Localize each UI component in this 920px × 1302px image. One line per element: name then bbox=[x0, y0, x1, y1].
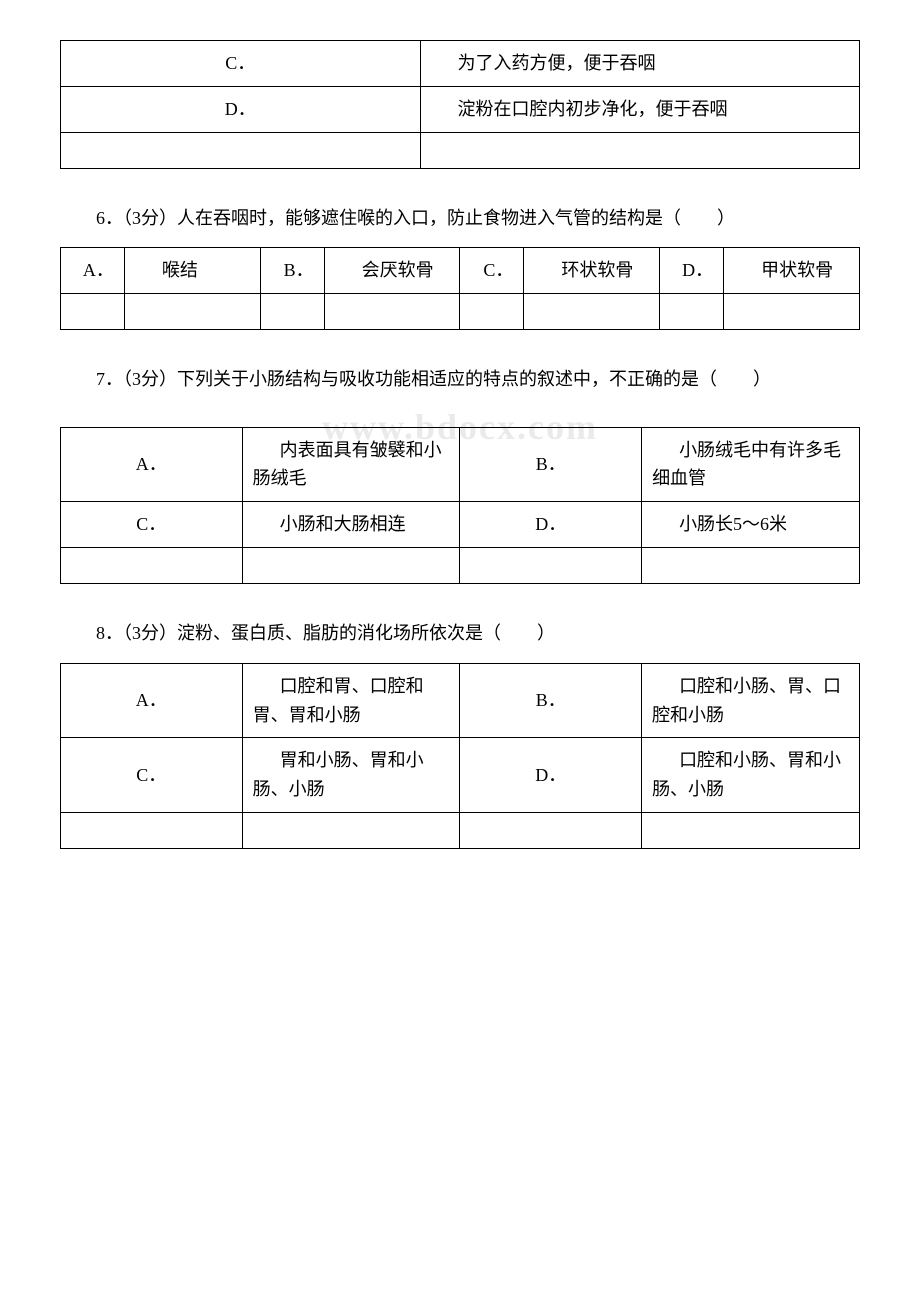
table-row: C． 小肠和大肠相连 D． 小肠长5～6米 bbox=[61, 502, 860, 548]
option-text: 小肠长5～6米 bbox=[642, 502, 860, 548]
option-label: B． bbox=[460, 663, 642, 738]
empty-cell bbox=[460, 812, 642, 848]
question-8-prompt: 8．（3分）淀粉、蛋白质、脂肪的消化场所依次是（ ） bbox=[60, 619, 860, 648]
option-text: 淀粉在口腔内初步净化，便于吞咽 bbox=[420, 86, 859, 132]
empty-cell bbox=[242, 812, 460, 848]
option-text: 环状软骨 bbox=[524, 248, 660, 294]
empty-cell bbox=[124, 294, 260, 330]
empty-cell bbox=[242, 547, 460, 583]
question-7-prompt: 7．（3分）下列关于小肠结构与吸收功能相适应的特点的叙述中，不正确的是（ ） bbox=[60, 365, 860, 394]
empty-cell bbox=[260, 294, 324, 330]
q6-options-table: A． 喉结 B． 会厌软骨 C． 环状软骨 D． 甲状软骨 bbox=[60, 247, 860, 330]
table-row bbox=[61, 547, 860, 583]
table-row: A． 口腔和胃、口腔和胃、胃和小肠 B． 口腔和小肠、胃、口腔和小肠 bbox=[61, 663, 860, 738]
empty-cell bbox=[61, 294, 125, 330]
empty-cell bbox=[324, 294, 460, 330]
table-row bbox=[61, 132, 860, 168]
option-text: 口腔和小肠、胃和小肠、小肠 bbox=[642, 738, 860, 813]
option-label: C． bbox=[61, 41, 421, 87]
table-row: A． 内表面具有皱襞和小肠绒毛 B． 小肠绒毛中有许多毛细血管 bbox=[61, 427, 860, 502]
option-text: 胃和小肠、胃和小肠、小肠 bbox=[242, 738, 460, 813]
table-row bbox=[61, 812, 860, 848]
option-text: 为了入药方便，便于吞咽 bbox=[420, 41, 859, 87]
option-text: 内表面具有皱襞和小肠绒毛 bbox=[242, 427, 460, 502]
option-label: D． bbox=[460, 738, 642, 813]
empty-cell bbox=[460, 294, 524, 330]
empty-cell bbox=[642, 547, 860, 583]
option-label: C． bbox=[61, 502, 243, 548]
option-text: 甲状软骨 bbox=[724, 248, 860, 294]
table-row: D． 淀粉在口腔内初步净化，便于吞咽 bbox=[61, 86, 860, 132]
q7-options-table: A． 内表面具有皱襞和小肠绒毛 B． 小肠绒毛中有许多毛细血管 C． 小肠和大肠… bbox=[60, 427, 860, 584]
option-label: B． bbox=[260, 248, 324, 294]
empty-cell bbox=[61, 132, 421, 168]
option-label: B． bbox=[460, 427, 642, 502]
option-label: A． bbox=[61, 427, 243, 502]
option-label: A． bbox=[61, 663, 243, 738]
q5-options-table: C． 为了入药方便，便于吞咽 D． 淀粉在口腔内初步净化，便于吞咽 bbox=[60, 40, 860, 169]
empty-cell bbox=[61, 812, 243, 848]
table-row: A． 喉结 B． 会厌软骨 C． 环状软骨 D． 甲状软骨 bbox=[61, 248, 860, 294]
option-text: 喉结 bbox=[124, 248, 260, 294]
table-row: C． 胃和小肠、胃和小肠、小肠 D． 口腔和小肠、胃和小肠、小肠 bbox=[61, 738, 860, 813]
empty-cell bbox=[420, 132, 859, 168]
empty-cell bbox=[724, 294, 860, 330]
table-row: C． 为了入药方便，便于吞咽 bbox=[61, 41, 860, 87]
option-text: 小肠和大肠相连 bbox=[242, 502, 460, 548]
option-text: 小肠绒毛中有许多毛细血管 bbox=[642, 427, 860, 502]
empty-cell bbox=[660, 294, 724, 330]
option-label: C． bbox=[61, 738, 243, 813]
empty-cell bbox=[642, 812, 860, 848]
question-6-prompt: 6．（3分）人在吞咽时，能够遮住喉的入口，防止食物进入气管的结构是（ ） bbox=[60, 204, 860, 233]
option-text: 口腔和小肠、胃、口腔和小肠 bbox=[642, 663, 860, 738]
option-label: D． bbox=[460, 502, 642, 548]
option-label: D． bbox=[660, 248, 724, 294]
table-row bbox=[61, 294, 860, 330]
option-label: D． bbox=[61, 86, 421, 132]
empty-cell bbox=[61, 547, 243, 583]
option-label: C． bbox=[460, 248, 524, 294]
option-label: A． bbox=[61, 248, 125, 294]
option-text: 口腔和胃、口腔和胃、胃和小肠 bbox=[242, 663, 460, 738]
empty-cell bbox=[524, 294, 660, 330]
option-text: 会厌软骨 bbox=[324, 248, 460, 294]
q8-options-table: A． 口腔和胃、口腔和胃、胃和小肠 B． 口腔和小肠、胃、口腔和小肠 C． 胃和… bbox=[60, 663, 860, 849]
empty-cell bbox=[460, 547, 642, 583]
